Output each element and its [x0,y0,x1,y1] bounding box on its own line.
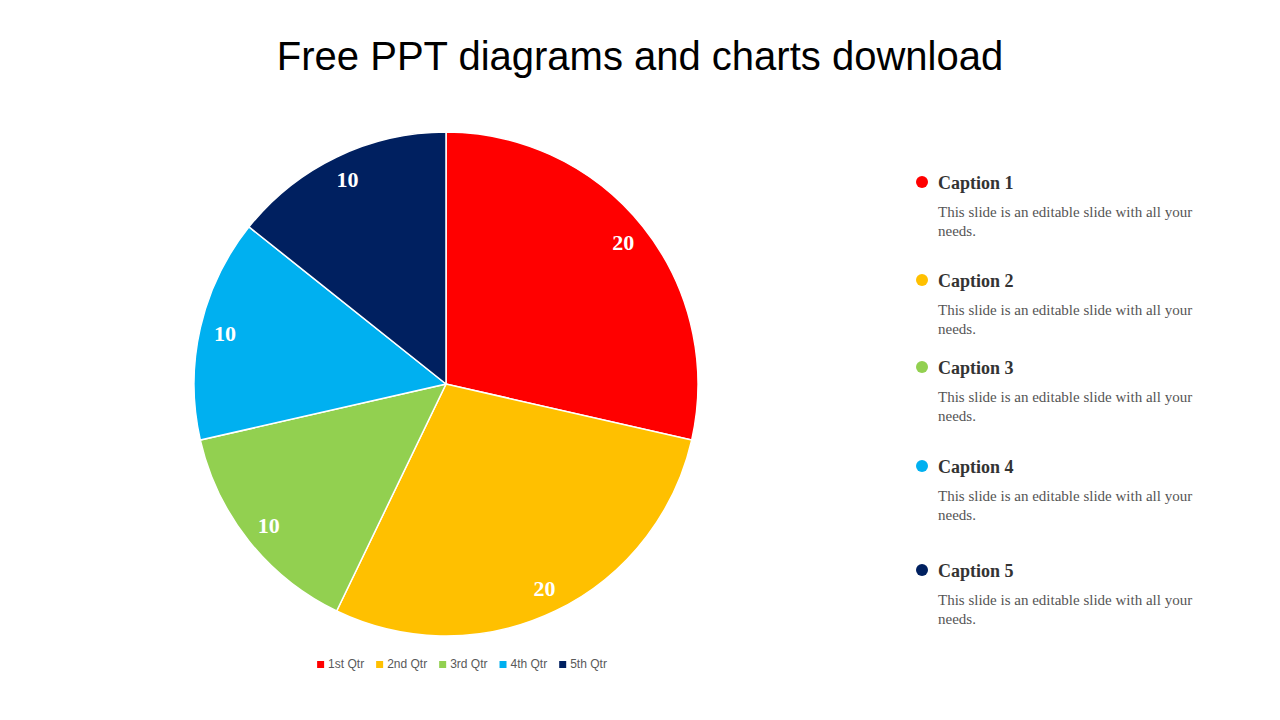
data-label: 20 [533,576,555,601]
legend: 1st Qtr 2nd Qtr 3rd Qtr 4th Qtr 5th Qtr [317,657,607,671]
legend-label: 5th Qtr [570,657,607,671]
title: Free PPT diagrams and charts download [277,34,1003,78]
chart-svg: Free PPT diagrams and charts download202… [0,0,1280,720]
legend-swatch [317,661,324,668]
caption-title: Caption 5 [938,561,1014,581]
data-label: 20 [612,230,634,255]
caption-title: Caption 2 [938,271,1014,291]
legend-label: 4th Qtr [511,657,548,671]
legend-swatch [376,661,383,668]
caption-text: This slide is an editable slide with all… [938,591,1228,629]
legend-item: 5th Qtr [559,657,607,671]
legend-swatch [439,661,446,668]
caption-text: This slide is an editable slide with all… [938,301,1228,339]
caption-dot [916,274,928,286]
caption-dot [916,361,928,373]
legend-swatch [500,661,507,668]
data-label: 10 [337,167,359,192]
caption-dot [916,176,928,188]
caption-dot [916,564,928,576]
caption-title: Caption 3 [938,358,1014,378]
page: Free PPT diagrams and charts download202… [0,0,1280,720]
pie: 20 20 10 10 10 [194,132,698,636]
data-label: 10 [258,513,280,538]
legend-item: 3rd Qtr [439,657,487,671]
caption-text: This slide is an editable slide with all… [938,388,1228,426]
legend-item: 2nd Qtr [376,657,427,671]
caption-text: This slide is an editable slide with all… [938,203,1228,241]
pie-slice [249,132,446,384]
legend-swatch [559,661,566,668]
legend-label: 2nd Qtr [387,657,427,671]
caption-text: This slide is an editable slide with all… [938,487,1228,525]
legend-item: 1st Qtr [317,657,364,671]
legend-label: 1st Qtr [328,657,364,671]
data-label: 10 [214,321,236,346]
caption-title: Caption 1 [938,173,1014,193]
legend-item: 4th Qtr [500,657,548,671]
legend-label: 3rd Qtr [450,657,487,671]
caption-dot [916,460,928,472]
caption-title: Caption 4 [938,457,1014,477]
